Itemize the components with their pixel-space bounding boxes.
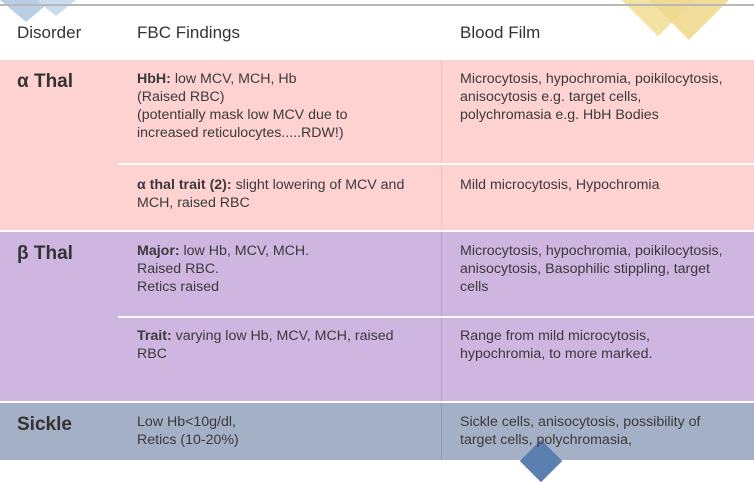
header-disorder: Disorder <box>17 23 82 42</box>
fbc-text: varying low Hb, MCV, MCH, raised <box>171 328 394 344</box>
alpha-hbh-fbc: HbH: low MCV, MCH, Hb (Raised RBC) (pote… <box>137 70 437 142</box>
film-text: Microcytosis, hypochromia, poikilocytosi… <box>460 243 723 259</box>
fbc-text: low MCV, MCH, Hb <box>170 71 297 87</box>
fbc-bold-label: Major: <box>137 243 180 259</box>
film-text: Range from mild microcytosis, <box>460 328 651 344</box>
film-text: hypochromia, to more marked. <box>460 346 653 362</box>
column-divider <box>441 60 442 231</box>
fbc-text: MCH, raised RBC <box>137 195 250 211</box>
table-top-border <box>0 4 754 6</box>
fbc-text: (Raised RBC) <box>137 89 225 105</box>
alpha-thal-band <box>0 60 754 231</box>
fbc-text: Low Hb<10g/dl, <box>137 414 236 430</box>
film-text: target cells, polychromasia, <box>460 432 632 448</box>
film-text: anisocytosis, Basophilic stippling, targ… <box>460 261 710 277</box>
header-blood-film: Blood Film <box>460 23 541 42</box>
film-text: Sickle cells, anisocytosis, possibility … <box>460 414 701 430</box>
film-text: Microcytosis, hypochromia, poikilocytosi… <box>460 71 723 87</box>
fbc-text: RBC <box>137 346 167 362</box>
fbc-bold-label: α thal trait (2): <box>137 177 232 193</box>
alpha-hbh-film: Microcytosis, hypochromia, poikilocytosi… <box>460 70 752 124</box>
film-text: polychromasia e.g. HbH Bodies <box>460 107 659 123</box>
beta-major-film: Microcytosis, hypochromia, poikilocytosi… <box>460 242 752 296</box>
beta-trait-fbc: Trait: varying low Hb, MCV, MCH, raised … <box>137 327 437 363</box>
fbc-bold-label: Trait: <box>137 328 172 344</box>
row-divider <box>118 316 754 318</box>
beta-major-fbc: Major: low Hb, MCV, MCH. Raised RBC. Ret… <box>137 242 437 296</box>
header-fbc-findings: FBC Findings <box>137 23 240 42</box>
disorder-sickle: Sickle <box>17 414 72 435</box>
sickle-fbc: Low Hb<10g/dl, Retics (10-20%) <box>137 413 437 449</box>
row-divider <box>118 163 754 165</box>
fbc-text: low Hb, MCV, MCH. <box>179 243 310 259</box>
table-header-row: Disorder FBC Findings Blood Film <box>0 6 754 60</box>
sickle-band <box>0 402 754 460</box>
fbc-text: slight lowering of MCV and <box>231 177 405 193</box>
column-divider <box>441 402 442 460</box>
fbc-text: increased reticulocytes.....RDW!) <box>137 125 344 141</box>
alpha-trait-film: Mild microcytosis, Hypochromia <box>460 176 752 194</box>
disorder-alpha-thal: α Thal <box>17 71 74 92</box>
disorder-beta-thal: β Thal <box>17 243 73 264</box>
alpha-trait-fbc: α thal trait (2): slight lowering of MCV… <box>137 176 437 212</box>
row-divider <box>0 230 754 232</box>
fbc-text: (potentially mask low MCV due to <box>137 107 348 123</box>
sickle-film: Sickle cells, anisocytosis, possibility … <box>460 413 752 449</box>
film-text: Mild microcytosis, Hypochromia <box>460 177 660 193</box>
beta-trait-film: Range from mild microcytosis, hypochromi… <box>460 327 752 363</box>
fbc-text: Raised RBC. <box>137 261 220 277</box>
row-divider <box>0 401 754 403</box>
film-text: anisocytosis e.g. target cells, <box>460 89 642 105</box>
fbc-text: Retics (10-20%) <box>137 432 239 448</box>
fbc-text: Retics raised <box>137 279 220 295</box>
film-text: cells <box>460 279 489 295</box>
fbc-bold-label: HbH: <box>137 71 171 87</box>
